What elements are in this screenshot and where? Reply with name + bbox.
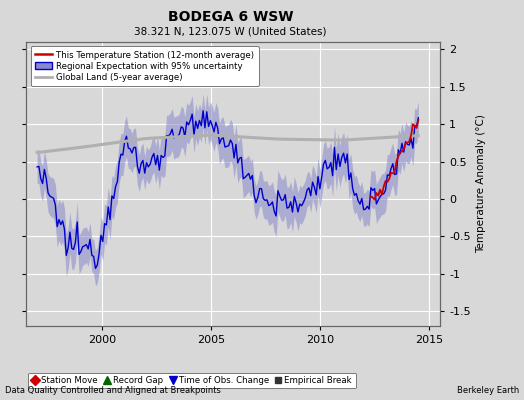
Y-axis label: Temperature Anomaly (°C): Temperature Anomaly (°C) — [476, 114, 486, 254]
Legend: Station Move, Record Gap, Time of Obs. Change, Empirical Break: Station Move, Record Gap, Time of Obs. C… — [28, 372, 355, 388]
Text: BODEGA 6 WSW: BODEGA 6 WSW — [168, 10, 293, 24]
Text: 38.321 N, 123.075 W (United States): 38.321 N, 123.075 W (United States) — [134, 26, 327, 36]
Text: Data Quality Controlled and Aligned at Breakpoints: Data Quality Controlled and Aligned at B… — [5, 386, 221, 395]
Text: Berkeley Earth: Berkeley Earth — [456, 386, 519, 395]
